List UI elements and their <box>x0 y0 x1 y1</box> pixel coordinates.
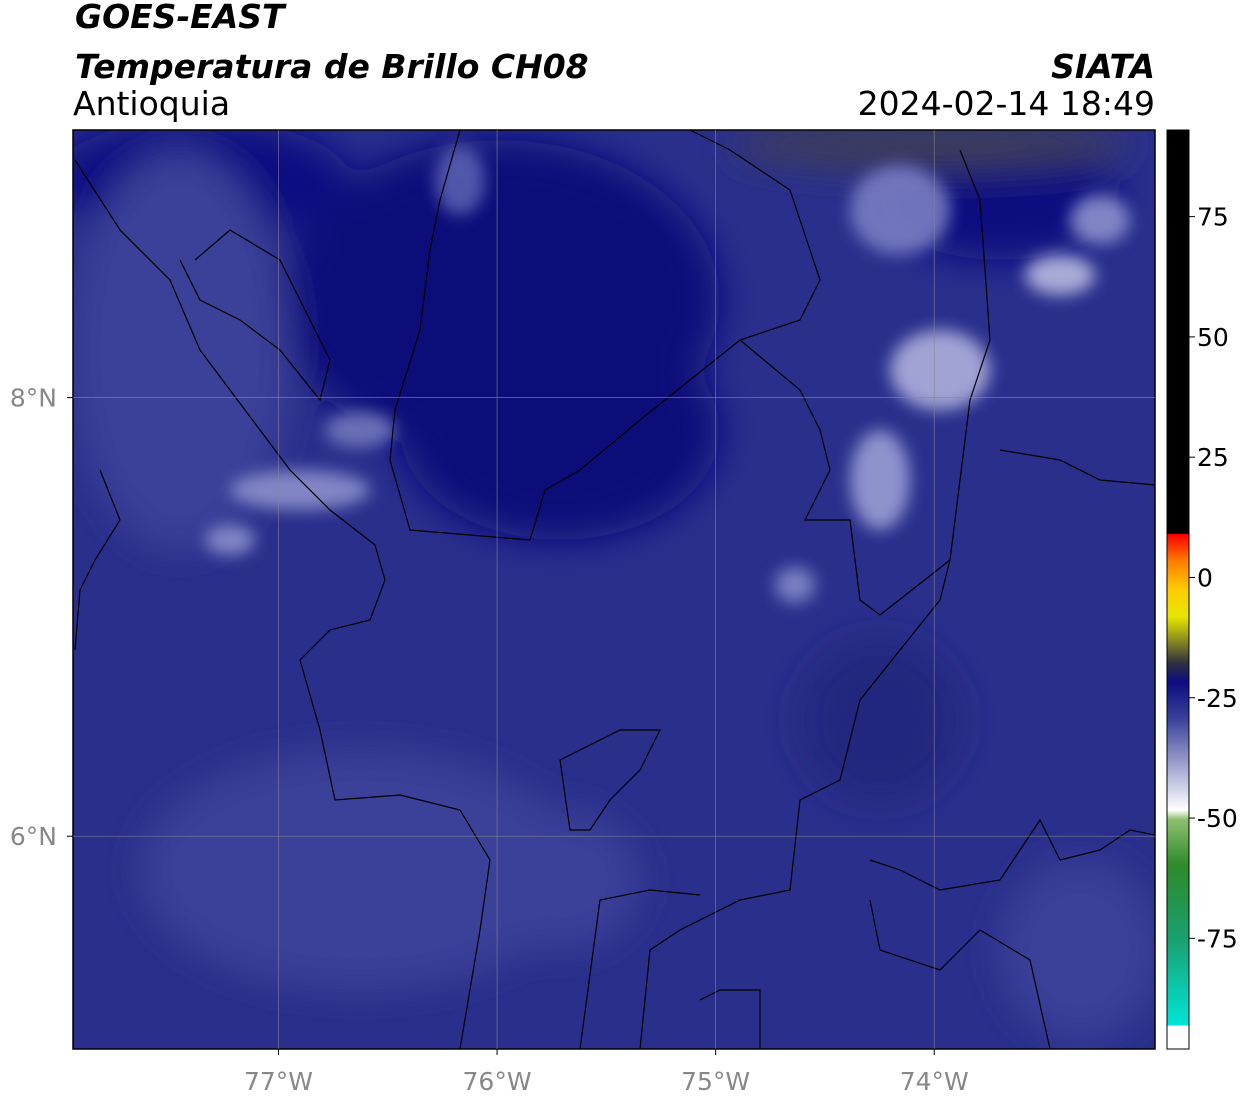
source: GOES-EAST <box>75 0 287 36</box>
colorbar <box>1166 129 1190 1050</box>
colorbar-tick-label: -25 <box>1197 684 1238 713</box>
colorbar-tick-label: -75 <box>1197 924 1238 953</box>
colorbar-tick-label: 50 <box>1197 323 1229 352</box>
y-tick-label: 8°N <box>10 384 57 413</box>
satellite-image <box>73 130 1155 1049</box>
x-tick-label: 76°W <box>463 1067 532 1096</box>
x-tick-label: 77°W <box>244 1067 313 1096</box>
colorbar-tick-label: -50 <box>1197 804 1238 833</box>
colorbar-tick-label: 75 <box>1197 203 1229 232</box>
colorbar-tick-label: 0 <box>1197 563 1213 592</box>
x-tick-label: 74°W <box>900 1067 969 1096</box>
y-tick-label: 6°N <box>10 822 57 851</box>
datetime: 2024-02-14 18:49 <box>858 84 1155 123</box>
region: Antioquia <box>73 84 230 123</box>
colorbar-tick-label: 25 <box>1197 443 1229 472</box>
map-frame <box>72 129 1156 1050</box>
x-tick-label: 75°W <box>681 1067 750 1096</box>
title: Temperatura de Brillo CH08 <box>75 47 589 86</box>
agency: SIATA <box>1051 47 1155 86</box>
